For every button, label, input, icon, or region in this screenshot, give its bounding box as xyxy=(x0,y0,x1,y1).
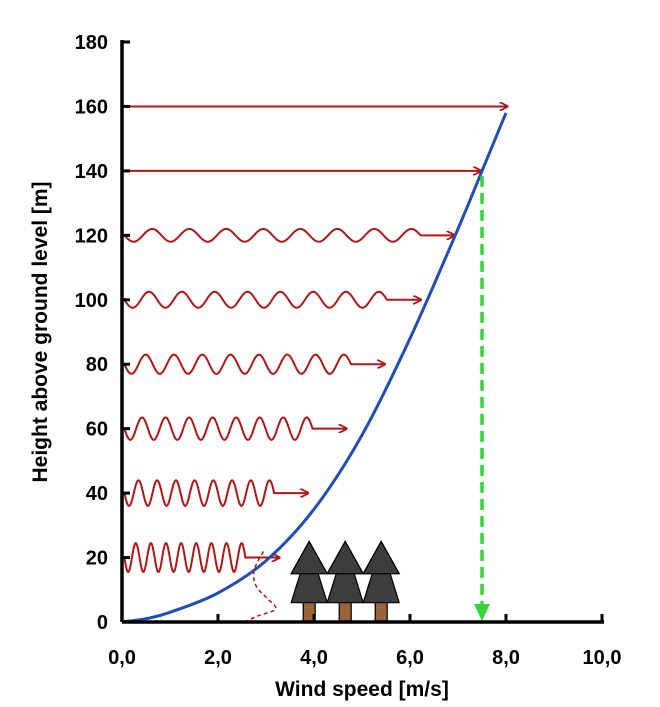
tree-crown-upper xyxy=(362,540,401,575)
y-tick-label: 40 xyxy=(86,483,108,505)
y-tick-label: 0 xyxy=(97,612,108,634)
x-tick-label: 4,0 xyxy=(300,647,328,669)
y-tick-label: 160 xyxy=(75,96,108,118)
wind-arrow-120m xyxy=(123,227,454,243)
x-axis-title: Wind speed [m/s] xyxy=(275,678,449,701)
wind-arrow-20m xyxy=(123,542,279,574)
x-tick-label: 8,0 xyxy=(492,647,520,669)
y-tick-label: 100 xyxy=(75,290,108,312)
wind-arrow-100m xyxy=(123,290,421,309)
y-axis-title: Height above ground level [m] xyxy=(29,181,52,482)
y-tick-label: 180 xyxy=(75,32,108,54)
y-tick-label: 60 xyxy=(86,419,108,441)
wind-arrow-40m xyxy=(123,479,308,507)
tree-crown-upper xyxy=(326,540,365,575)
hub-height-arrowhead xyxy=(474,604,490,621)
tree-crown-upper xyxy=(290,540,329,575)
wind-arrow-80m xyxy=(123,353,385,375)
wind-arrow-60m xyxy=(123,416,346,441)
x-tick-label: 2,0 xyxy=(204,647,232,669)
wind-arrows-group xyxy=(123,106,507,574)
tree-1 xyxy=(290,540,329,623)
tree-2 xyxy=(326,540,365,623)
x-tick-label: 10,0 xyxy=(583,647,622,669)
wind-profile-curve xyxy=(121,112,508,624)
tree-3 xyxy=(362,540,401,623)
canopy-wind-profile xyxy=(244,550,277,623)
hub-height-marker xyxy=(474,175,490,621)
y-tick-label: 20 xyxy=(86,548,108,570)
y-tick-label: 80 xyxy=(86,354,108,376)
y-tick-label: 120 xyxy=(75,225,108,247)
curves-group xyxy=(121,112,508,624)
y-tick-label: 140 xyxy=(75,161,108,183)
x-tick-label: 6,0 xyxy=(396,647,424,669)
trees-group xyxy=(290,540,401,623)
axes-group: 0 20 40 60 80 100 120 140 160 180 0,0 2,0 4,0 6,0 8,0 1… xyxy=(75,32,622,669)
x-tick-label: 0,0 xyxy=(108,647,136,669)
